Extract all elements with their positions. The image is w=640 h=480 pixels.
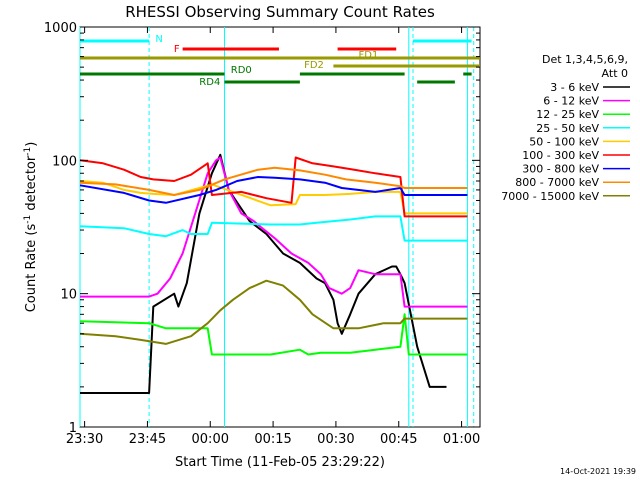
annotation-label-fd1: FD1 [359, 50, 379, 61]
annotation-label-rd4: RD4 [199, 77, 220, 88]
y-axis-ticks: 1 10 100 1000 [44, 21, 480, 436]
series-line-1 [80, 156, 468, 308]
legend-label: 50 - 100 keV [529, 135, 599, 148]
plot-area: N F FD1 FD2 RD0 RD4 [79, 26, 481, 428]
series-line-4 [79, 180, 468, 215]
plot-frame [79, 26, 481, 428]
instrument-vlines [79, 27, 475, 427]
series-line-2 [79, 313, 468, 356]
x-tick-label: 01:00 [443, 432, 480, 447]
legend-label: 3 - 6 keV [550, 81, 599, 94]
x-tick-label: 23:45 [129, 432, 166, 447]
x-axis-ticks: 23:30 23:45 00:00 00:15 00:30 00:45 01:00 [66, 27, 480, 447]
series-line-3 [79, 215, 468, 242]
state-annotations: N F FD1 FD2 RD0 RD4 [80, 34, 480, 88]
annotation-label-fd2: FD2 [304, 60, 324, 71]
generation-timestamp: 14-Oct-2021 19:39 [560, 467, 636, 476]
series-line-7 [79, 166, 468, 196]
x-tick-label: 00:15 [254, 432, 291, 447]
legend-label: 300 - 800 keV [522, 163, 599, 176]
x-tick-label: 00:45 [380, 432, 417, 447]
legend-label: 800 - 7000 keV [515, 176, 599, 189]
x-tick-label: 00:30 [317, 432, 354, 447]
legend-label: 100 - 300 keV [522, 149, 599, 162]
x-tick-label: 23:30 [66, 432, 103, 447]
legend-header-attenuator: Att 0 [602, 67, 628, 80]
legend-label: 7000 - 15000 keV [501, 190, 599, 203]
series-line-5 [79, 156, 468, 218]
annotation-label-rd0: RD0 [231, 65, 252, 76]
annotation-label-f: F [174, 44, 180, 55]
legend-label: 6 - 12 keV [543, 95, 599, 108]
y-tick-label: 1 [69, 421, 77, 436]
legend-label: 12 - 25 keV [536, 108, 599, 121]
legend-label: 25 - 50 keV [536, 122, 599, 135]
y-tick-label: 1000 [44, 21, 77, 36]
y-tick-label: 10 [60, 288, 77, 303]
series-lines [79, 153, 468, 394]
x-axis-label: Start Time (11-Feb-05 23:29:22) [175, 455, 385, 470]
series-line-6 [79, 176, 468, 204]
annotation-label-n: N [155, 34, 162, 45]
x-tick-label: 00:00 [192, 432, 229, 447]
y-axis-label: Count Rate (s-1 detector-1) [23, 142, 39, 313]
legend-header-detectors: Det 1,3,4,5,6,9, [542, 53, 628, 66]
chart-title: RHESSI Observing Summary Count Rates [125, 3, 435, 21]
series-line-8 [79, 279, 468, 345]
y-tick-label: 100 [52, 154, 77, 169]
